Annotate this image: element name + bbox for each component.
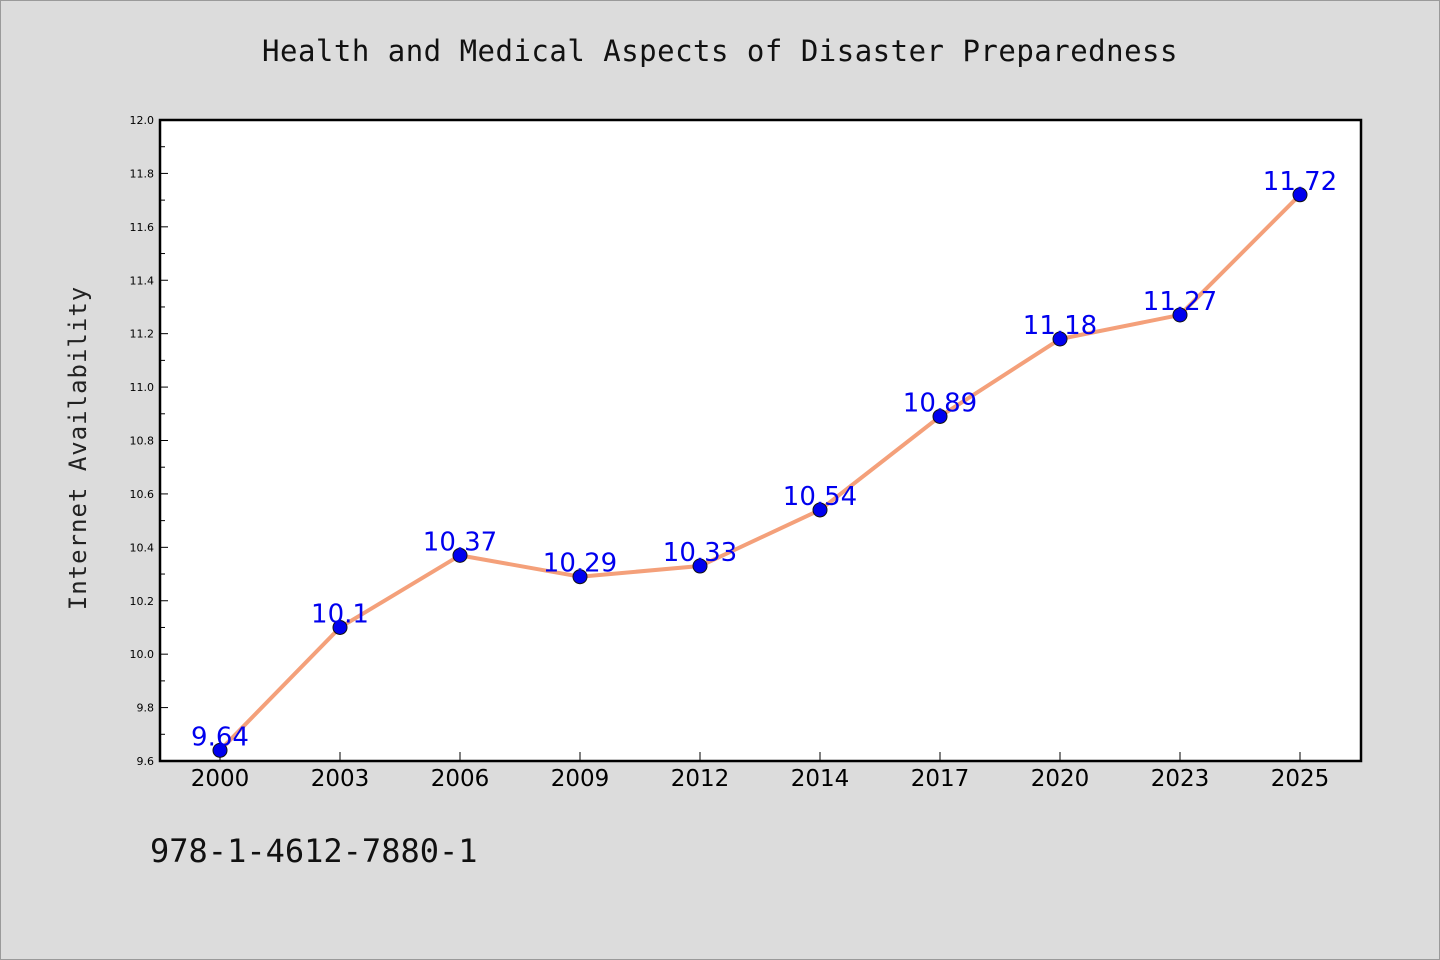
- data-label: 11.72: [1263, 167, 1337, 197]
- y-tick-label: 10.8: [130, 435, 155, 448]
- x-tick-label: 2012: [671, 766, 730, 792]
- series-line-group: [218, 192, 1302, 753]
- chart-title: Health and Medical Aspects of Disaster P…: [262, 34, 1178, 68]
- data-label: 10.89: [903, 388, 977, 418]
- y-tick-label: 10.4: [130, 541, 155, 554]
- data-label: 11.18: [1023, 311, 1097, 341]
- y-tick-label: 9.6: [137, 755, 155, 768]
- x-tick-label: 2014: [791, 766, 850, 792]
- y-tick-label: 11.2: [130, 328, 155, 341]
- data-labels-group: 9.64 10.1 10.37 10.29 10.33 10.54 10.89 11.18 11…: [191, 167, 1337, 753]
- document-identifier: 978-1-4612-7880-1: [150, 832, 478, 870]
- x-tick-label: 2023: [1151, 766, 1210, 792]
- x-tick-label: 2025: [1271, 766, 1330, 792]
- data-point-marker: [812, 502, 828, 518]
- data-point-marker: [212, 742, 228, 758]
- data-label: 10.1: [311, 599, 369, 629]
- plot-frame: [158, 118, 1363, 763]
- data-point-marker: [1292, 187, 1308, 203]
- data-label: 10.33: [663, 538, 737, 568]
- data-label: 9.64: [191, 722, 249, 752]
- x-tick-label: 2020: [1031, 766, 1090, 792]
- x-tick-label: 2009: [551, 766, 610, 792]
- y-axis: 9.6 9.8 10.0 10.2 10.4 10.6 10.8 11.0 11.2 11.4 11…: [130, 114, 168, 768]
- data-point-marker: [572, 569, 588, 585]
- data-point-marker: [1052, 331, 1068, 347]
- data-point-marker: [452, 547, 468, 563]
- x-tick-label: 2006: [431, 766, 490, 792]
- y-tick-label: 10.2: [130, 595, 155, 608]
- data-point-marker: [1172, 307, 1188, 323]
- y-axis-label: Internet Availability: [64, 286, 92, 610]
- data-label: 10.37: [423, 527, 497, 557]
- data-point-marker: [932, 408, 948, 424]
- data-label: 11.27: [1143, 287, 1217, 317]
- data-label: 10.29: [543, 549, 617, 579]
- y-tick-label: 9.8: [137, 702, 155, 715]
- markers-group: [212, 187, 1308, 758]
- y-tick-label: 10.0: [130, 648, 155, 661]
- x-axis: 2000 2003 2006 2009 2012 2014 2017 2020 2023 2025: [191, 752, 1330, 792]
- y-tick-label: 11.0: [130, 381, 155, 394]
- data-label: 10.54: [783, 482, 857, 512]
- plot-area: [160, 120, 1361, 761]
- series-line: [218, 192, 1302, 753]
- x-tick-label: 2017: [911, 766, 970, 792]
- data-point-marker: [692, 558, 708, 574]
- y-tick-label: 12.0: [130, 114, 155, 127]
- y-tick-label: 11.8: [130, 167, 155, 180]
- x-tick-label: 2000: [191, 766, 250, 792]
- y-tick-label: 11.4: [130, 274, 155, 287]
- data-point-marker: [332, 619, 348, 635]
- y-tick-label: 10.6: [130, 488, 155, 501]
- x-tick-label: 2003: [311, 766, 370, 792]
- y-tick-label: 11.6: [130, 221, 155, 234]
